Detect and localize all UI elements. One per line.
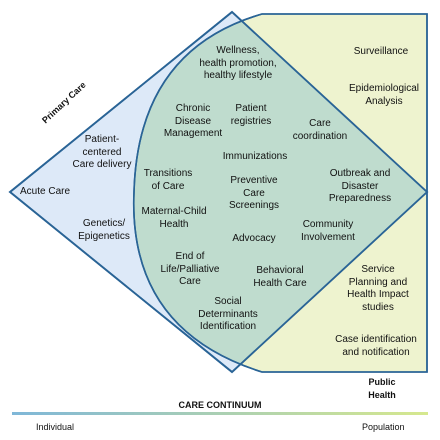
surveillance-label: Surveillance	[353, 46, 409, 57]
maternal-child-health-label: Maternal-Child Health	[141, 206, 207, 230]
social-determinants-label: Social Determinants Identification	[198, 296, 258, 332]
care-continuum-title: CARE CONTINUUM	[178, 400, 262, 410]
community-involvement-label: Community Involvement	[301, 219, 355, 243]
acute-care-label: Acute Care	[20, 186, 71, 197]
patient-centered-label: Patient- centered Care delivery	[72, 134, 132, 170]
continuum-individual-label: Individual	[36, 422, 75, 432]
patient-registries-label: Patient registries	[230, 103, 272, 127]
continuum-population-label: Population	[362, 422, 405, 432]
genetics-label: Genetics/ Epigenetics	[78, 218, 130, 242]
end-of-life-label: End of Life/Palliative Care	[160, 251, 220, 287]
immunizations-label: Immunizations	[222, 151, 288, 162]
public-health-label: Public Health	[368, 377, 396, 400]
wellness-label: Wellness, health promotion, healthy life…	[199, 45, 277, 81]
care-coordination-label: Care coordination	[292, 118, 348, 142]
care-continuum-bar	[12, 412, 428, 415]
chronic-disease-label: Chronic Disease Management	[163, 103, 223, 139]
preventive-care-label: Preventive Care Screenings	[228, 175, 280, 211]
case-identification-label: Case identification and notification	[335, 334, 417, 358]
outbreak-preparedness-label: Outbreak and Disaster Preparedness	[328, 168, 392, 204]
behavioral-health-label: Behavioral Health Care	[253, 265, 307, 289]
advocacy-label: Advocacy	[232, 233, 276, 244]
service-planning-label: Service Planning and Health Impact studi…	[347, 264, 409, 313]
epidemiological-analysis-label: Epidemiological Analysis	[348, 83, 420, 107]
transitions-of-care-label: Transitions of Care	[143, 168, 193, 192]
